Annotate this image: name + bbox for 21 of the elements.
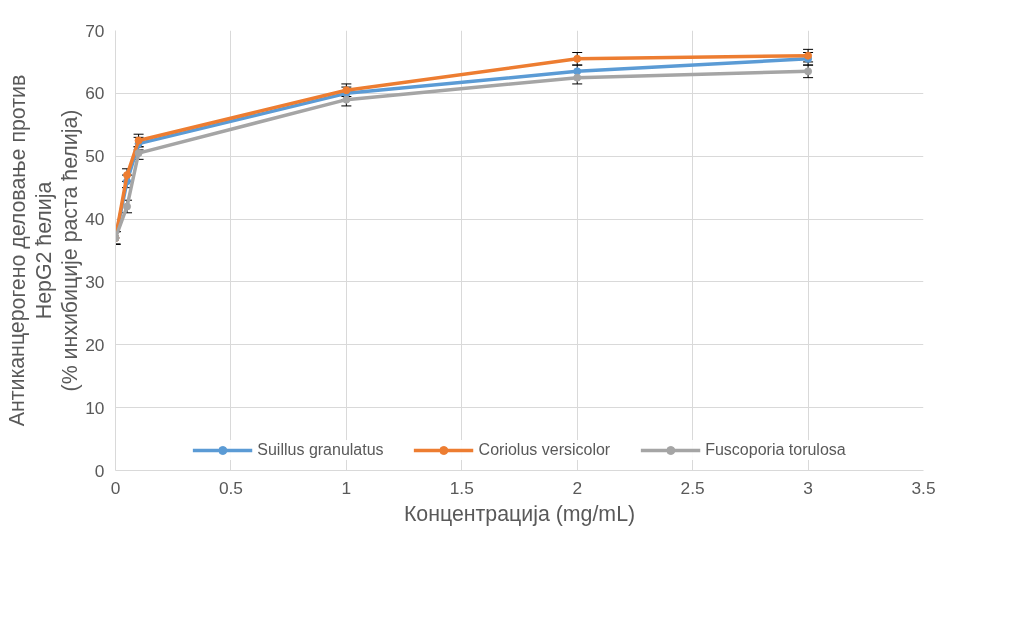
x-tick-label: 3.5 (911, 477, 936, 498)
legend-label: Coriolus versicolor (478, 441, 611, 459)
x-tick-label: 0.5 (218, 477, 243, 498)
y-tick-label: 20 (85, 334, 105, 355)
x-tick-label: 3 (803, 477, 813, 498)
y-tick-label: 60 (85, 83, 105, 104)
x-tick-label: 1 (341, 477, 352, 498)
y-tick-label: 30 (85, 271, 105, 292)
x-tick-label: 0 (110, 477, 121, 498)
x-axis-title: Концентрација (mg/mL) (403, 501, 636, 526)
y-tick-label: 0 (94, 460, 105, 481)
y-tick-label: 40 (85, 209, 105, 230)
x-tick-label: 2 (572, 477, 583, 498)
y-tick-label: 10 (85, 397, 105, 418)
x-tick-label: 2.5 (680, 477, 705, 498)
x-tick-label: 1.5 (449, 477, 474, 498)
y-tick-label: 70 (85, 20, 105, 41)
y-axis-title: Антиканцерогено деловање против HepG2 ћелија (% инхибиције раста ћелија) (5, 74, 82, 427)
legend-label: Fuscoporia torulosa (705, 441, 846, 459)
y-tick-label: 50 (85, 146, 105, 167)
legend-label: Suillus granulatus (257, 441, 384, 459)
